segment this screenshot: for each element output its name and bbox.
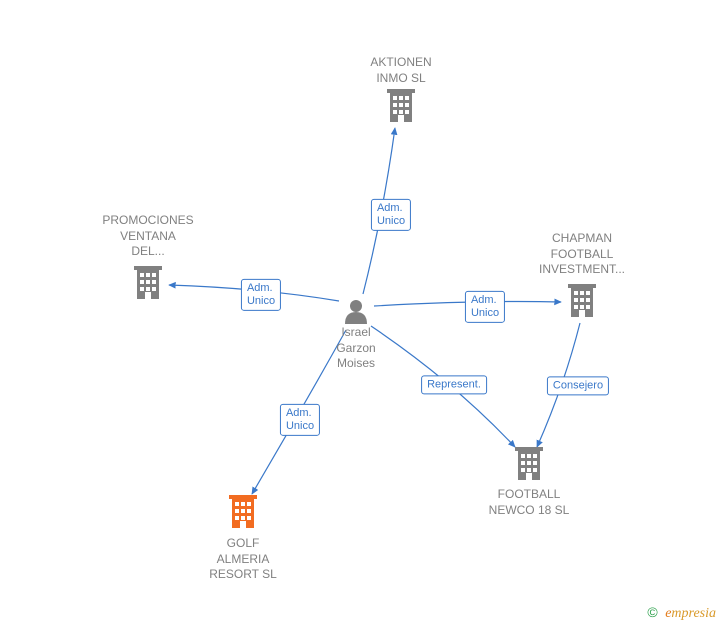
copyright-symbol: © bbox=[647, 604, 657, 620]
building-icon[interactable] bbox=[568, 284, 596, 317]
building-icon[interactable] bbox=[515, 447, 543, 480]
brand-watermark: © empresia bbox=[647, 604, 716, 622]
building-icon[interactable] bbox=[134, 266, 162, 299]
diagram-canvas bbox=[0, 0, 728, 630]
edge-label-center-aktionen: Adm. Unico bbox=[371, 199, 411, 231]
building-icon[interactable] bbox=[387, 89, 415, 122]
edge-label-center-chapman: Adm. Unico bbox=[465, 291, 505, 323]
edge-label-chapman-football_newco: Consejero bbox=[547, 376, 609, 395]
node-label-aktionen: AKTIONEN INMO SL bbox=[370, 55, 431, 86]
node-label-golf: GOLF ALMERIA RESORT SL bbox=[209, 536, 277, 583]
person-icon[interactable] bbox=[345, 300, 367, 324]
brand-name: mpresia bbox=[671, 606, 716, 621]
node-label-center: Israel Garzon Moises bbox=[336, 325, 375, 372]
building-icon[interactable] bbox=[229, 495, 257, 528]
node-label-chapman: CHAPMAN FOOTBALL INVESTMENT... bbox=[539, 231, 625, 278]
node-label-football_newco: FOOTBALL NEWCO 18 SL bbox=[489, 487, 570, 518]
edge-label-center-football_newco: Represent. bbox=[421, 375, 487, 394]
edge-label-center-promociones: Adm. Unico bbox=[241, 279, 281, 311]
edge-label-center-golf: Adm. Unico bbox=[280, 404, 320, 436]
node-label-promociones: PROMOCIONES VENTANA DEL... bbox=[102, 213, 193, 260]
